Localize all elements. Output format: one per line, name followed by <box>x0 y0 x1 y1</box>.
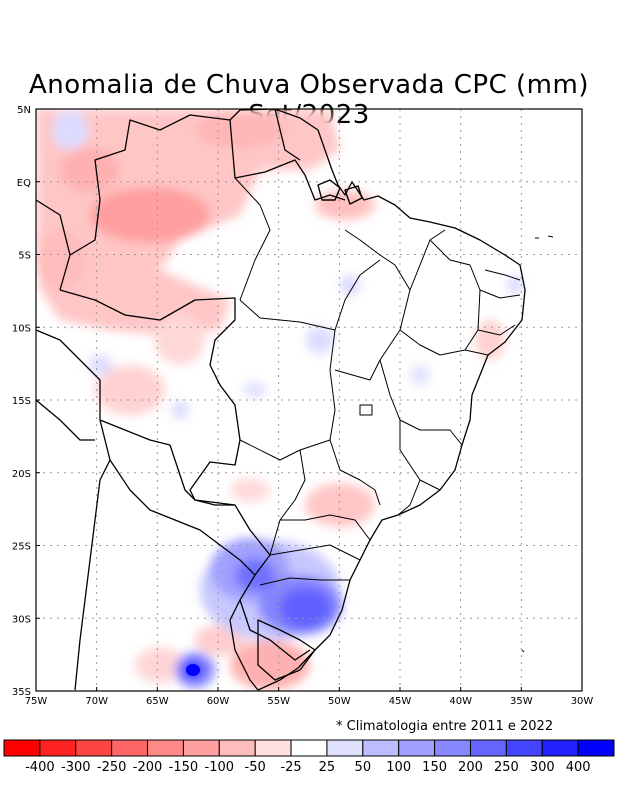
lat-tick-label: 20S <box>12 469 31 480</box>
color-scale-label: 25 <box>319 760 336 775</box>
lon-tick-label: 35W <box>510 696 533 707</box>
lon-tick-label: 70W <box>85 696 108 707</box>
lon-tick-label: 30W <box>571 696 594 707</box>
color-scale-labels: -400 -300 -250 -200 -150 -100 -50 -25 25 50 100 150… <box>25 760 590 775</box>
color-scale-box <box>290 739 328 757</box>
color-scale-label: -400 <box>25 760 55 775</box>
color-scale-box <box>362 739 400 757</box>
color-scale-box <box>147 739 184 757</box>
lon-tick-label: 40W <box>449 696 472 707</box>
brazil-border <box>59 109 276 291</box>
anomaly-field <box>36 109 523 690</box>
lon-tick-label: 60W <box>207 696 230 707</box>
color-scale-label: -250 <box>97 760 127 775</box>
lon-tick-label: 75W <box>25 696 48 707</box>
color-scale: -400 -300 -250 -200 -150 -100 -50 -25 25 50 100 150… <box>3 739 615 775</box>
color-scale-label: -50 <box>245 760 266 775</box>
color-scale-label: -150 <box>169 760 199 775</box>
lat-tick-label: 5S <box>18 251 31 262</box>
color-scale-box <box>469 739 507 757</box>
lat-tick-label: 15S <box>12 396 31 407</box>
color-scale-box <box>434 739 471 757</box>
color-scale-box <box>254 739 292 757</box>
color-scale-label: -100 <box>205 760 235 775</box>
color-scale-label: 300 <box>530 760 555 775</box>
color-scale-box <box>218 739 256 757</box>
lat-tick-label: 25S <box>12 542 31 553</box>
color-scale-boxes <box>3 739 615 757</box>
color-scale-box <box>111 739 149 757</box>
color-scale-box <box>39 739 77 757</box>
climatology-note: * Climatologia entre 2011 e 2022 <box>336 719 554 734</box>
color-scale-box <box>577 739 615 757</box>
color-scale-label: 150 <box>422 760 447 775</box>
precipitation-anomaly-map: 75W 70W 65W 60W 55W 50W 45W 40W 35W 30W 5N EQ 5S 10S… <box>12 105 594 707</box>
lon-tick-label: 45W <box>389 696 412 707</box>
color-scale-label: 400 <box>566 760 591 775</box>
color-scale-box <box>326 739 364 757</box>
color-scale-label: -25 <box>280 760 301 775</box>
color-scale-box <box>398 739 436 757</box>
color-scale-label: -200 <box>133 760 163 775</box>
country-borders <box>36 109 554 691</box>
color-scale-box <box>505 739 543 757</box>
lat-tick-label: 10S <box>12 323 31 334</box>
latitude-axis: 5N EQ 5S 10S 15S 20S 25S 30S 35S <box>12 105 40 698</box>
color-scale-label: 250 <box>494 760 519 775</box>
lon-tick-label: 55W <box>267 696 290 707</box>
lat-tick-label: 35S <box>12 687 31 698</box>
color-scale-label: 50 <box>355 760 372 775</box>
color-scale-box <box>3 739 41 757</box>
lon-tick-label: 65W <box>146 696 169 707</box>
color-scale-box <box>541 739 579 757</box>
state-borders <box>234 177 271 301</box>
longitude-axis: 75W 70W 65W 60W 55W 50W 45W 40W 35W 30W <box>25 687 594 707</box>
color-scale-label: -300 <box>61 760 91 775</box>
lat-lon-grid <box>36 109 582 691</box>
coastline <box>257 109 526 691</box>
lat-tick-label: EQ <box>17 178 31 189</box>
color-scale-box <box>75 739 113 757</box>
color-scale-box <box>182 739 220 757</box>
color-scale-label: 100 <box>386 760 411 775</box>
negative-anomaly-amazon-core <box>90 187 210 243</box>
lon-tick-label: 50W <box>328 696 351 707</box>
lat-tick-label: 5N <box>17 105 31 116</box>
lat-tick-label: 30S <box>12 614 31 625</box>
color-scale-label: 200 <box>458 760 483 775</box>
